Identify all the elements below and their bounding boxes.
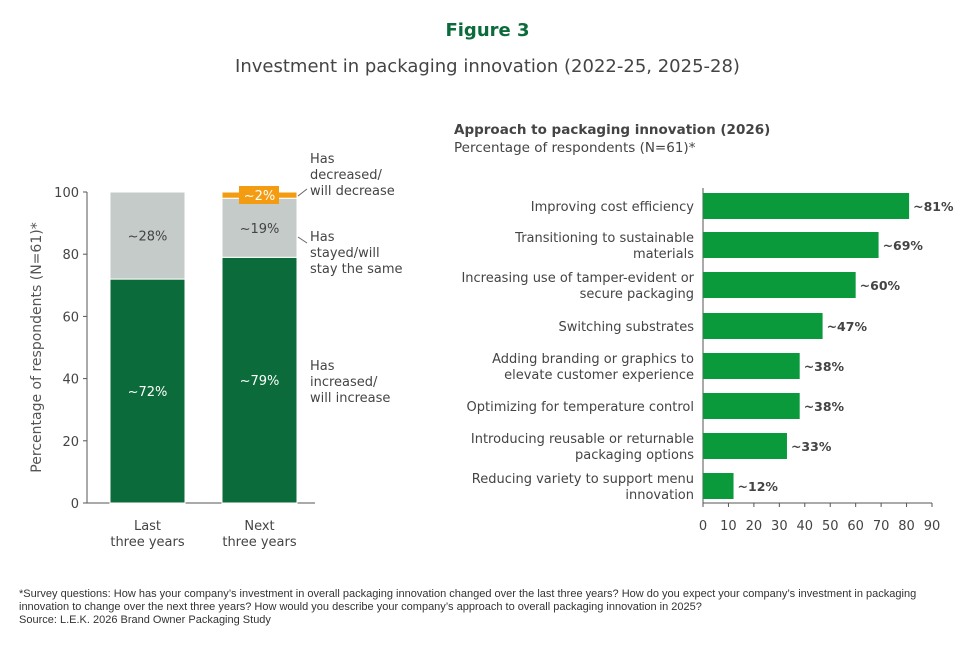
category-label: elevate customer experience: [504, 368, 694, 383]
x-tick-label: 30: [771, 519, 788, 534]
x-tick-label: 70: [873, 519, 890, 534]
legend-label: will decrease: [310, 184, 395, 199]
data-label: ~81%: [913, 199, 954, 214]
data-label: ~2%: [244, 189, 276, 204]
data-label: ~33%: [791, 439, 832, 454]
x-tick-label: 50: [822, 519, 839, 534]
y-tick-label: 100: [54, 186, 79, 201]
chart-title: Approach to packaging innovation (2026): [454, 122, 770, 138]
bar: [703, 193, 910, 219]
y-tick-label: 40: [62, 373, 79, 388]
legend-label: decreased/: [310, 168, 382, 183]
data-label: ~19%: [240, 222, 280, 237]
bar-segment: [109, 278, 186, 504]
category-label: Optimizing for temperature control: [467, 400, 694, 415]
bar: [703, 433, 787, 459]
bar: [703, 313, 823, 339]
y-tick-label: 60: [62, 310, 79, 325]
category-label: Improving cost efficiency: [531, 200, 695, 215]
y-tick-label: 80: [62, 248, 79, 263]
data-label: ~38%: [804, 359, 845, 374]
category-label: materials: [633, 247, 694, 262]
category-label: Adding branding or graphics to: [492, 352, 694, 367]
x-tick-label: Next: [244, 519, 274, 534]
data-label: ~72%: [128, 385, 168, 400]
legend-label: Has: [310, 152, 335, 167]
x-tick-label: three years: [222, 535, 297, 550]
bar: [703, 473, 734, 499]
bar-segment: [221, 197, 298, 258]
data-label: ~69%: [883, 238, 924, 253]
category-label: Transitioning to sustainable: [514, 231, 694, 246]
data-label: ~12%: [738, 479, 779, 494]
legend-label: Has: [310, 230, 335, 245]
x-tick-label: 0: [699, 519, 707, 534]
leader-line: [297, 188, 308, 197]
leader-line: [297, 236, 308, 244]
data-label: ~47%: [827, 319, 868, 334]
bar: [703, 353, 800, 379]
category-label: Reducing variety to support menu: [472, 472, 694, 487]
bar: [703, 272, 856, 298]
survey-note: *Survey questions: How has your company’…: [19, 588, 917, 613]
data-label-box: [239, 186, 279, 204]
x-tick-label: three years: [110, 535, 185, 550]
figure-title: Investment in packaging innovation (2022…: [235, 56, 740, 77]
bar: [703, 393, 800, 419]
legend-label: stay the same: [310, 262, 403, 277]
data-label: ~79%: [240, 374, 280, 389]
category-label: Switching substrates: [558, 320, 694, 335]
y-tick-label: 20: [62, 435, 79, 450]
bar-segment: [109, 191, 186, 280]
y-axis-label: Percentage of respondents (N=61)*: [29, 222, 45, 472]
legend-label: will increase: [310, 391, 390, 406]
figure-label: Figure 3: [445, 20, 530, 41]
chart-subtitle: Percentage of respondents (N=61)*: [454, 140, 696, 156]
category-label: secure packaging: [580, 287, 694, 302]
footnote: *Survey questions: How has your company’…: [19, 588, 949, 627]
category-label: Increasing use of tamper-evident or: [461, 271, 694, 286]
data-label: ~28%: [128, 230, 168, 245]
bar-segment: [221, 256, 298, 504]
y-tick-label: 0: [71, 497, 79, 512]
x-tick-label: 10: [720, 519, 737, 534]
x-tick-label: 90: [924, 519, 941, 534]
source-note: Source: L.E.K. 2026 Brand Owner Packagin…: [19, 614, 271, 626]
x-tick-label: 40: [797, 519, 814, 534]
legend-label: stayed/will: [310, 246, 380, 261]
x-tick-label: 60: [847, 519, 864, 534]
bar: [703, 232, 879, 258]
x-tick-label: Last: [134, 519, 161, 534]
category-label: packaging options: [575, 448, 694, 463]
data-label: ~60%: [860, 278, 901, 293]
x-tick-label: 80: [898, 519, 915, 534]
data-label: ~38%: [804, 399, 845, 414]
category-label: innovation: [625, 488, 694, 503]
legend-label: increased/: [310, 375, 378, 390]
category-label: Introducing reusable or returnable: [471, 432, 694, 447]
legend-label: Has: [310, 359, 335, 374]
x-tick-label: 20: [746, 519, 763, 534]
